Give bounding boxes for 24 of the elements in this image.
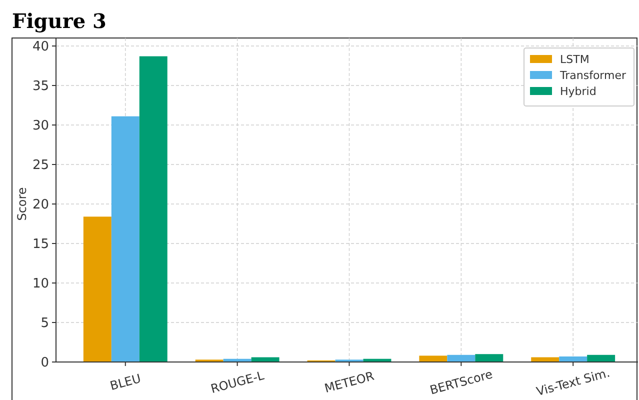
y-tick-label: 15 <box>32 237 49 252</box>
x-tick-label: BLEU <box>108 371 142 394</box>
y-tick-label: 40 <box>32 40 49 55</box>
bar <box>447 354 476 362</box>
y-tick-label: 25 <box>32 158 49 174</box>
bar <box>559 356 588 362</box>
bar <box>419 356 448 362</box>
legend-label: LSTM <box>560 52 590 66</box>
x-tick-label: Vis-Text Sim. <box>534 366 612 399</box>
y-tick-label: 35 <box>32 79 49 94</box>
y-tick-label: 5 <box>40 316 49 332</box>
y-tick-label: 10 <box>32 276 49 292</box>
y-axis-title: Score <box>15 187 29 221</box>
bar <box>587 354 616 362</box>
y-tick-label: 0 <box>40 356 49 371</box>
legend-label: Transformer <box>559 68 626 82</box>
bar <box>83 216 112 362</box>
y-tick-label: 20 <box>32 198 49 213</box>
chart-title: Figure 3 <box>12 9 106 33</box>
bar <box>475 354 504 362</box>
y-tick-label: 30 <box>32 118 49 134</box>
legend-label: Hybrid <box>560 84 596 98</box>
bar <box>111 116 140 362</box>
bar <box>139 56 168 362</box>
